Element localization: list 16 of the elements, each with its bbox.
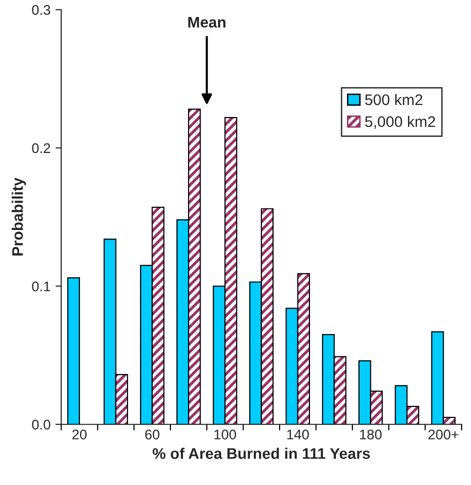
y-tick-label: 0.1	[32, 281, 50, 292]
legend-label: 5,000 km2	[365, 116, 436, 129]
x-axis-title: % of Area Burned in 111 Years	[152, 448, 370, 459]
x-tick-label: 140	[287, 430, 309, 440]
x-tick-label: 200+	[428, 430, 458, 440]
y-tick-label: 0.3	[32, 5, 50, 15]
y-tick-label: 0.0	[32, 420, 50, 430]
x-tick-label: 60	[145, 430, 160, 440]
annotation: Mean	[188, 16, 226, 28]
x-tick-label: 180	[360, 430, 382, 440]
legend-label: 500 km2	[365, 94, 422, 106]
x-tick-label: 20	[72, 430, 87, 440]
y-tick-label: 0.2	[32, 143, 50, 154]
x-tick-label: 100	[214, 430, 236, 440]
y-axis-title: Probability	[12, 178, 26, 256]
bar	[67, 277, 80, 424]
